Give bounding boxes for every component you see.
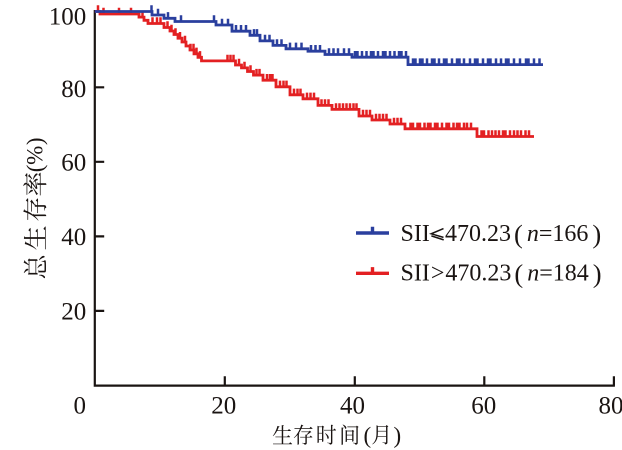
svg-text:60: 60 xyxy=(471,393,496,420)
svg-text:60: 60 xyxy=(61,149,86,176)
svg-text:): ) xyxy=(393,423,401,448)
svg-text:SII>470.23(n=184): SII>470.23(n=184) xyxy=(401,259,602,289)
svg-text:(: ( xyxy=(363,423,371,448)
svg-text:%: % xyxy=(22,146,47,165)
svg-text:0: 0 xyxy=(74,393,87,420)
svg-text:40: 40 xyxy=(61,224,86,251)
svg-text:(: ( xyxy=(22,165,47,173)
svg-text:20: 20 xyxy=(61,299,86,326)
svg-text:100: 100 xyxy=(49,4,87,31)
svg-text:40: 40 xyxy=(340,393,365,420)
svg-text:): ) xyxy=(22,137,47,145)
svg-text:80: 80 xyxy=(599,393,622,420)
svg-text:20: 20 xyxy=(211,393,236,420)
svg-text:80: 80 xyxy=(61,76,86,103)
